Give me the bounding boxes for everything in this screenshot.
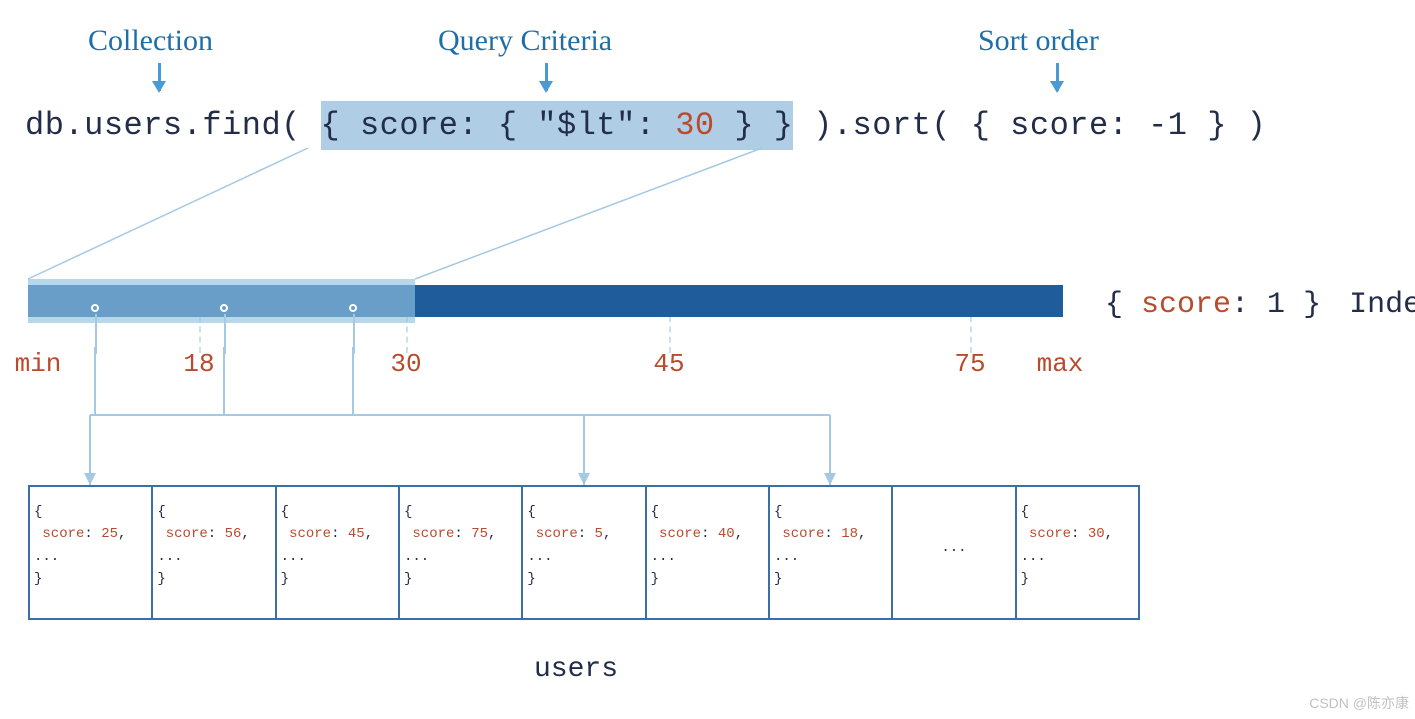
index-marker-1 — [220, 304, 228, 312]
tick-label-45: 45 — [653, 349, 684, 379]
label-collection: Collection — [88, 24, 213, 58]
users-label: users — [534, 654, 618, 685]
tick-label-min: min — [15, 349, 62, 379]
watermark: CSDN @陈亦康 — [1309, 693, 1409, 713]
index-spec: { score: 1 } Index — [1105, 288, 1415, 322]
arrow-criteria-icon — [545, 63, 548, 91]
index-bar-selection — [28, 279, 415, 323]
doc-cell-5: { score: 40,...} — [647, 487, 770, 618]
doc-collection: { score: 25,...}{ score: 56,...}{ score:… — [28, 485, 1140, 620]
label-sort: Sort order — [978, 24, 1099, 58]
tick-label-75: 75 — [954, 349, 985, 379]
index-bar — [28, 285, 1063, 317]
doc-cell-8: { score: 30,...} — [1017, 487, 1138, 618]
arrow-collection-icon — [158, 63, 161, 91]
doc-cell-2: { score: 45,...} — [277, 487, 400, 618]
tick-label-30: 30 — [390, 349, 421, 379]
index-marker-0 — [91, 304, 99, 312]
tick-label-max: max — [1037, 349, 1084, 379]
arrow-sort-icon — [1056, 63, 1059, 91]
query-prefix: db.users.find( — [25, 107, 321, 144]
doc-cell-7: ... — [893, 487, 1016, 618]
doc-cell-6: { score: 18,...} — [770, 487, 893, 618]
doc-cell-4: { score: 5,...} — [523, 487, 646, 618]
label-criteria: Query Criteria — [438, 24, 612, 58]
query-expression: db.users.find( { score: { "$lt": 30 } } … — [25, 107, 1266, 144]
tick-label-18: 18 — [183, 349, 214, 379]
doc-cell-0: { score: 25,...} — [30, 487, 153, 618]
doc-cell-3: { score: 75,...} — [400, 487, 523, 618]
index-marker-2 — [349, 304, 357, 312]
query-highlight: { score: { "$lt": 30 } } — [321, 101, 794, 150]
doc-cell-1: { score: 56,...} — [153, 487, 276, 618]
